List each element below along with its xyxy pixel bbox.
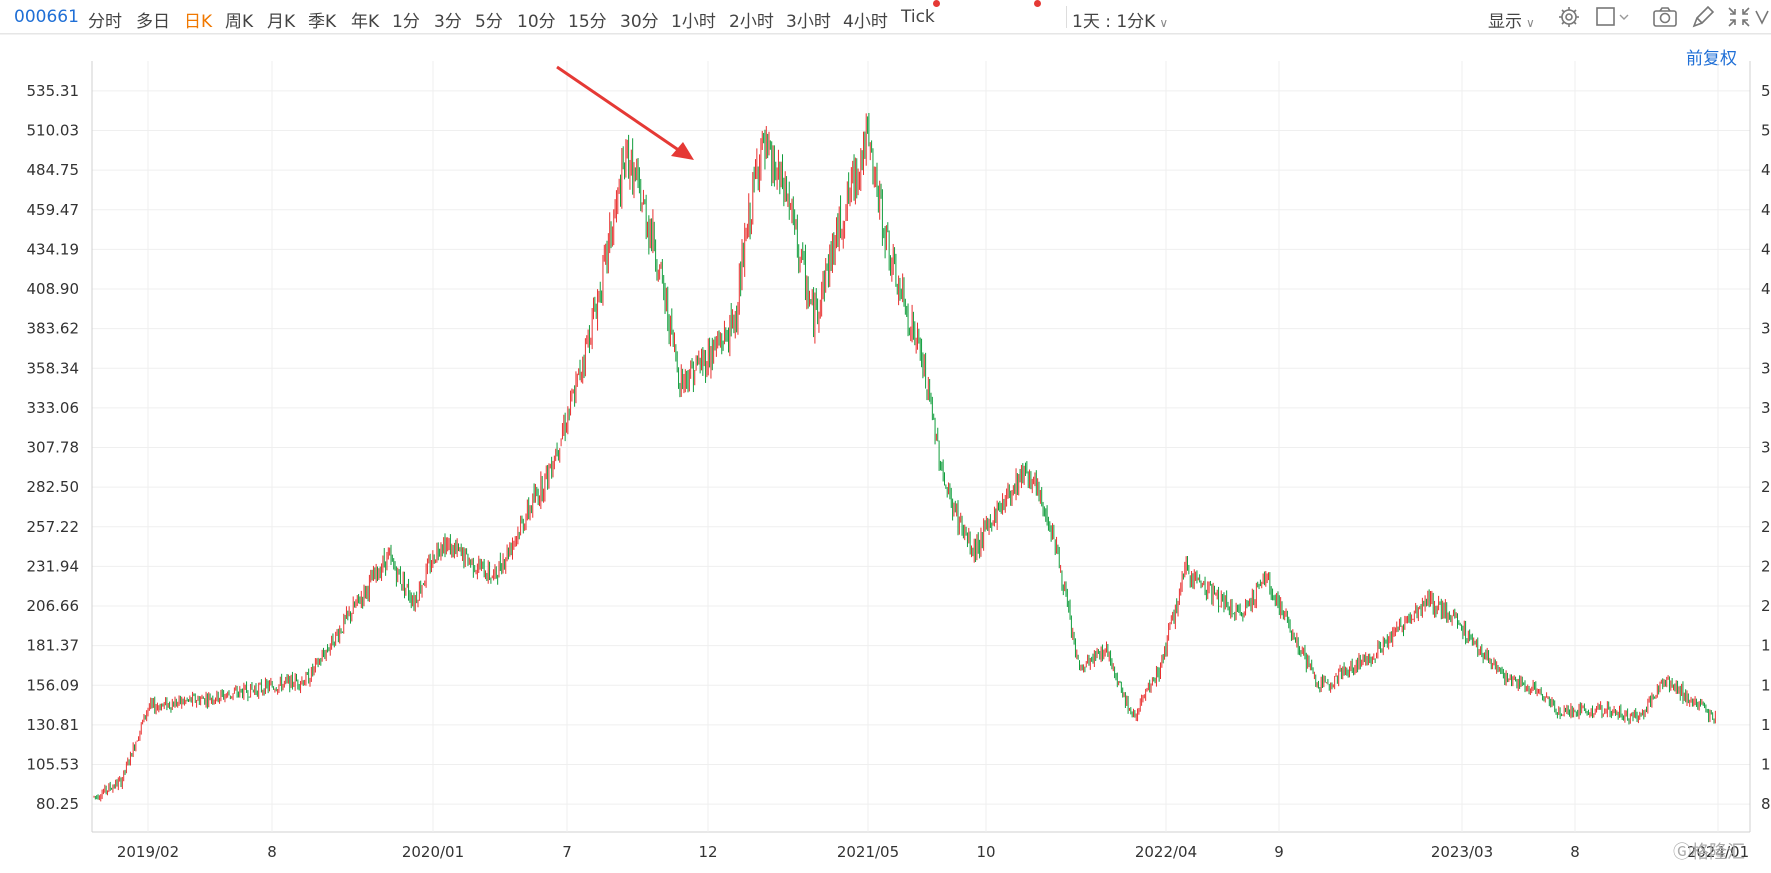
right-y-tick-label: 333.06 [1761,399,1771,417]
freq-select-label: 1天 : 1分K [1072,12,1156,32]
annotation-arrow [556,65,694,160]
right-y-tick-label: 510.03 [1761,122,1771,140]
right-y-tick-label: 231.94 [1761,557,1771,575]
right-y-tick-label: 383.62 [1761,320,1771,338]
right-y-tick-label: 156.09 [1761,676,1771,694]
tab-5min[interactable]: 5分 [475,12,503,32]
freq-select[interactable]: 1天 : 1分K ∨ [1072,7,1168,32]
y-tick-label: 282.50 [27,478,80,496]
tab-4hour[interactable]: 4小时 [843,12,888,32]
x-tick-label: 8 [267,843,277,861]
y-tick-label: 307.78 [27,439,80,457]
x-tick-label: 2019/02 [117,843,179,861]
x-tick-label: 2022/04 [1135,843,1197,861]
tab-15min[interactable]: 15分 [568,12,607,32]
tab-3hour[interactable]: 3小时 [786,12,831,32]
x-tick-label: 2023/03 [1431,843,1493,861]
right-y-tick-label: 80.25 [1761,795,1771,813]
tab-rik[interactable]: 日K [184,12,213,32]
x-axis: 2019/02 8 2020/01 7 12 2021/05 10 2022/04 9 2023/… [117,843,1749,861]
stock-code: 000661 [14,7,79,27]
y-tick-label: 358.34 [27,359,80,377]
right-y-tick-label: 130.81 [1761,716,1771,734]
right-y-tick-label: 105.53 [1761,756,1771,774]
display-label: 显示 [1488,12,1522,32]
toolbar: 000661 分时 多日 日K 周K 月K 季K 年K 1分 3分 5分 10分… [0,0,1771,34]
right-price-axis: 535.31 510.03 484.75 459.47 434.19 408.90 383.… [1761,82,1771,813]
y-tick-label: 383.62 [27,320,80,338]
y-tick-label: 510.03 [27,122,80,140]
tab-10min[interactable]: 10分 [517,12,556,32]
y-tick-label: 459.47 [27,201,80,219]
y-tick-label: 434.19 [27,240,80,258]
y-tick-label: 156.09 [27,676,80,694]
y-tick-label: 231.94 [27,557,80,575]
chevron-down-icon: ∨ [1526,16,1535,30]
x-tick-label: 7 [562,843,572,861]
more-icon[interactable] [1754,5,1771,29]
camera-icon[interactable] [1652,5,1678,29]
right-y-tick-label: 206.66 [1761,597,1771,615]
tab-niank[interactable]: 年K [351,12,380,32]
right-y-tick-label: 535.31 [1761,82,1771,100]
tab-30min[interactable]: 30分 [620,12,659,32]
x-tick-label: 12 [698,843,717,861]
toolbar-divider [1066,6,1067,28]
x-tick-label: 2024/01 [1687,843,1749,861]
candlesticks [93,112,1716,802]
y-tick-label: 333.06 [27,399,80,417]
y-tick-label: 80.25 [36,795,79,813]
y-axis: 535.31 510.03 484.75 459.47 434.19 408.90 383.… [27,82,80,813]
right-y-tick-label: 257.22 [1761,518,1771,536]
right-y-tick-label: 459.47 [1761,201,1771,219]
chevron-down-icon: ∨ [1159,16,1169,30]
y-tick-label: 408.90 [27,280,80,298]
y-tick-label: 206.66 [27,597,80,615]
y-tick-label: 181.37 [27,637,80,655]
kline-chart[interactable]: 535.31 510.03 484.75 459.47 434.19 408.90 383.… [0,34,1771,873]
right-y-tick-label: 282.50 [1761,478,1771,496]
tab-duori[interactable]: 多日 [136,12,170,32]
tab-3min[interactable]: 3分 [434,12,462,32]
tab-yuek[interactable]: 月K [267,12,296,32]
collapse-icon[interactable] [1726,5,1752,29]
x-tick-label: 8 [1570,843,1580,861]
right-y-tick-label: 181.37 [1761,637,1771,655]
tick-indicator-dot [933,0,940,7]
right-y-tick-label: 434.19 [1761,240,1771,258]
tab-2hour[interactable]: 2小时 [729,12,774,32]
freq-indicator-dot [1034,0,1041,7]
x-tick-label: 2021/05 [837,843,899,861]
chart-style-icon[interactable] [1594,5,1634,29]
display-menu[interactable]: 显示 ∨ [1488,7,1535,32]
y-tick-label: 484.75 [27,161,80,179]
y-tick-label: 257.22 [27,518,80,536]
y-tick-label: 130.81 [27,716,80,734]
right-y-tick-label: 484.75 [1761,161,1771,179]
tab-jik[interactable]: 季K [308,12,337,32]
settings-gear-icon[interactable] [1556,5,1582,29]
right-y-tick-label: 307.78 [1761,439,1771,457]
tab-1hour[interactable]: 1小时 [671,12,716,32]
tab-1min[interactable]: 1分 [392,12,420,32]
x-tick-label: 9 [1274,843,1284,861]
chart-grid [0,34,1771,833]
right-y-tick-label: 358.34 [1761,359,1771,377]
right-y-tick-label: 408.90 [1761,280,1771,298]
x-tick-label: 2020/01 [402,843,464,861]
tab-zhouk[interactable]: 周K [225,12,254,32]
pencil-draw-icon[interactable] [1690,5,1716,29]
tab-fenshi[interactable]: 分时 [88,12,122,32]
watermark: Ⓖ格隆汇 [1673,842,1745,863]
tab-tick[interactable]: Tick [901,7,935,27]
x-tick-label: 10 [976,843,995,861]
y-tick-label: 105.53 [27,756,80,774]
y-tick-label: 535.31 [27,82,80,100]
adjust-mode-button[interactable]: 前复权 [1686,49,1737,69]
